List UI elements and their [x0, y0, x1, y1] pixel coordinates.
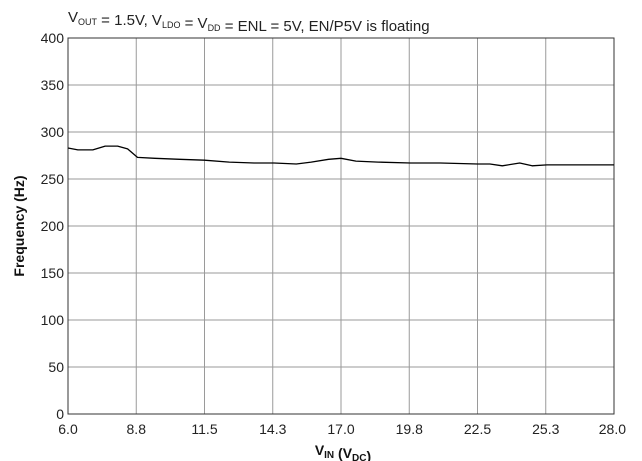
- y-tick-label: 50: [48, 359, 64, 375]
- chart-title: VOUT = 1.5V, VLDO = VDD = ENL = 5V, EN/P…: [68, 9, 430, 35]
- y-tick-label: 200: [41, 218, 65, 234]
- x-tick-label: 19.8: [396, 421, 423, 437]
- y-tick-label: 400: [41, 30, 65, 46]
- y-tick-labels: 0 50 100 150 200 250 300 350 400: [41, 30, 65, 422]
- x-axis-label: VIN (VDC): [315, 442, 371, 461]
- y-tick-label: 0: [56, 406, 64, 422]
- y-tick-label: 150: [41, 265, 65, 281]
- x-tick-label: 25.3: [532, 421, 559, 437]
- x-tick-label: 11.5: [191, 421, 217, 437]
- y-tick-label: 350: [41, 77, 65, 93]
- series-line: [67, 145, 614, 167]
- x-tick-label: 17.0: [327, 421, 354, 437]
- x-tick-labels: 6.0 8.8 11.5 14.3 17.0 19.8 22.5 25.3 28.0: [58, 421, 626, 437]
- series-layer: [67, 145, 614, 167]
- x-tick-label: 28.0: [599, 421, 626, 437]
- x-tick-label: 22.5: [464, 421, 491, 437]
- grid-lines: [67, 37, 615, 415]
- x-tick-label: 14.3: [259, 421, 286, 437]
- x-tick-label: 6.0: [58, 421, 78, 437]
- y-tick-label: 300: [41, 124, 65, 140]
- x-tick-label: 8.8: [127, 421, 147, 437]
- y-tick-label: 250: [41, 171, 65, 187]
- y-tick-label: 100: [41, 312, 65, 328]
- y-axis-label: Frequency (Hz): [11, 175, 27, 276]
- plot-frame: [67, 37, 615, 415]
